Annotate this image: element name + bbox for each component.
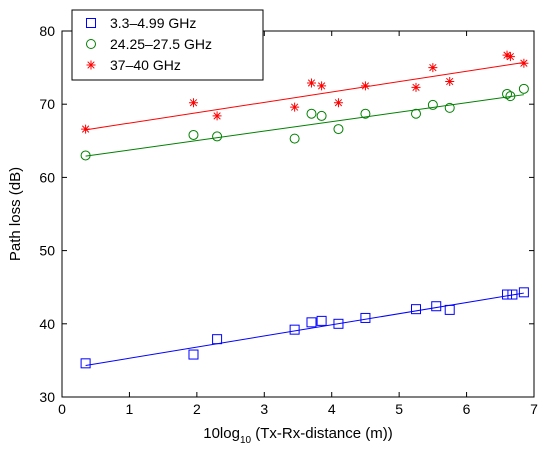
data-point-star	[502, 50, 512, 60]
x-tick-label: 2	[193, 401, 201, 417]
x-tick-label: 3	[260, 401, 268, 417]
legend: 3.3–4.99 GHz 24.25–27.5 GHz 37–40 GHz	[71, 9, 264, 81]
data-point-star	[333, 98, 343, 108]
y-axis-label: Path loss (dB)	[7, 167, 24, 261]
legend-marker-square	[86, 18, 96, 28]
legend-marker-circle	[86, 39, 96, 49]
data-point-circle	[411, 108, 421, 119]
data-point-square	[306, 317, 317, 328]
data-point-square	[333, 318, 344, 329]
y-tick-label: 50	[39, 243, 55, 259]
series-layer	[80, 50, 529, 369]
data-point-star	[212, 111, 222, 121]
data-point-circle	[80, 150, 91, 161]
data-point-circle	[306, 108, 317, 119]
series-2-fit-line	[85, 94, 524, 157]
data-point-star	[290, 102, 300, 112]
data-point-circle	[212, 131, 223, 142]
data-point-star	[317, 81, 327, 91]
data-point-square	[212, 334, 223, 345]
data-point-star	[445, 77, 455, 87]
y-tick-label: 60	[39, 169, 55, 185]
data-point-circle	[444, 102, 455, 113]
data-point-circle	[360, 108, 371, 119]
data-point-square	[518, 287, 529, 298]
data-point-square	[360, 312, 371, 323]
legend-box	[71, 9, 264, 81]
data-point-star	[188, 98, 198, 108]
ticks-layer: 0 1 2 3 4 5 6 7 30 40 50 60 70 80	[39, 23, 538, 417]
legend-label: 37–40 GHz	[110, 57, 181, 73]
x-tick-label: 7	[530, 401, 538, 417]
data-point-star	[428, 63, 438, 73]
data-point-square	[431, 301, 442, 312]
x-axis-label-rest: (Tx-Rx-distance (m))	[251, 425, 393, 442]
data-point-square	[444, 304, 455, 315]
x-tick-label: 4	[328, 401, 336, 417]
data-point-star	[505, 52, 515, 62]
x-tick-label: 6	[463, 401, 471, 417]
x-tick-label: 5	[395, 401, 403, 417]
data-point-circle	[289, 133, 300, 144]
legend-label: 24.25–27.5 GHz	[110, 36, 212, 52]
x-tick-label: 1	[126, 401, 134, 417]
series-1	[80, 287, 529, 369]
data-point-star	[411, 82, 421, 92]
x-axis-label-main: 10log	[203, 425, 240, 442]
series-3	[81, 50, 529, 134]
series-2	[80, 83, 529, 161]
data-point-square	[80, 358, 91, 369]
series-3-fit-line	[85, 61, 524, 131]
x-tick-label: 0	[58, 401, 66, 417]
y-tick-label: 80	[39, 23, 55, 39]
data-point-circle	[505, 91, 516, 102]
x-axis-label-subscript: 10	[240, 435, 252, 446]
data-point-circle	[316, 110, 327, 121]
data-point-circle	[518, 83, 529, 94]
data-point-star	[519, 58, 529, 68]
y-tick-label: 70	[39, 96, 55, 112]
data-point-square	[502, 289, 513, 300]
data-point-square	[316, 315, 327, 326]
y-tick-label: 40	[39, 316, 55, 332]
data-point-star	[81, 124, 91, 134]
legend-label: 3.3–4.99 GHz	[110, 15, 196, 31]
data-point-square	[411, 304, 421, 315]
data-point-circle	[502, 88, 513, 99]
data-point-square	[507, 289, 518, 300]
data-point-square	[188, 349, 199, 360]
data-point-circle	[188, 129, 199, 140]
x-axis-label: 10log10 (Tx-Rx-distance (m))	[203, 425, 393, 446]
data-point-square	[289, 324, 300, 335]
data-point-circle	[333, 124, 344, 135]
plot-frame	[61, 30, 535, 398]
data-point-circle	[427, 99, 438, 110]
data-point-star	[360, 81, 370, 91]
data-point-star	[306, 78, 316, 88]
y-tick-label: 30	[39, 389, 55, 405]
legend-marker-star	[86, 60, 96, 70]
